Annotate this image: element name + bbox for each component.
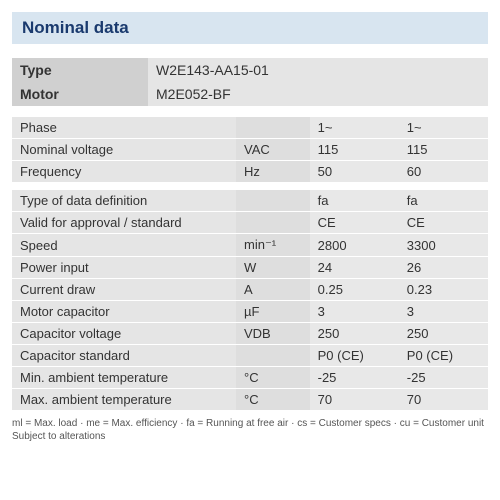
table-row: FrequencyHz5060 [12, 161, 488, 182]
value-cell: -25 [310, 367, 399, 388]
param-cell: Min. ambient temperature [12, 367, 236, 388]
value-cell: 115 [399, 139, 488, 160]
param-cell: Speed [12, 234, 236, 256]
footnote: ml = Max. load · me = Max. efficiency · … [12, 417, 488, 443]
unit-cell: W [236, 257, 310, 278]
unit-cell: µF [236, 301, 310, 322]
value-cell: CE [399, 212, 488, 233]
value-cell: 2800 [310, 234, 399, 256]
value-cell: fa [310, 190, 399, 211]
table-row: Motor capacitorµF33 [12, 301, 488, 322]
param-cell: Valid for approval / standard [12, 212, 236, 233]
param-cell: Current draw [12, 279, 236, 300]
table-row: Phase 1~1~ [12, 117, 488, 138]
header-label: Type [12, 58, 148, 82]
value-cell: 3300 [399, 234, 488, 256]
unit-cell [236, 117, 310, 138]
param-cell: Type of data definition [12, 190, 236, 211]
value-cell: 50 [310, 161, 399, 182]
unit-cell: min⁻¹ [236, 234, 310, 256]
value-cell: 115 [310, 139, 399, 160]
param-cell: Motor capacitor [12, 301, 236, 322]
table-row: Max. ambient temperature°C7070 [12, 389, 488, 410]
unit-cell: VDB [236, 323, 310, 344]
value-cell: 0.23 [399, 279, 488, 300]
unit-cell [236, 190, 310, 211]
header-label: Motor [12, 82, 148, 106]
param-cell: Power input [12, 257, 236, 278]
param-cell: Max. ambient temperature [12, 389, 236, 410]
unit-cell [236, 345, 310, 366]
value-cell: 250 [399, 323, 488, 344]
value-cell: 60 [399, 161, 488, 182]
unit-cell: VAC [236, 139, 310, 160]
table-row: Speedmin⁻¹28003300 [12, 234, 488, 256]
param-cell: Capacitor voltage [12, 323, 236, 344]
table-row: Valid for approval / standard CECE [12, 212, 488, 233]
header-value: M2E052-BF [148, 82, 488, 106]
unit-cell: °C [236, 389, 310, 410]
table-row: Capacitor standard P0 (CE)P0 (CE) [12, 345, 488, 366]
spacer-row [12, 183, 488, 189]
table-row: Current drawA0.250.23 [12, 279, 488, 300]
section-title: Nominal data [12, 12, 488, 44]
header-table: TypeW2E143-AA15-01MotorM2E052-BF [12, 58, 488, 106]
table-row: Nominal voltageVAC115115 [12, 139, 488, 160]
value-cell: 3 [399, 301, 488, 322]
data-table: Phase1~1~Nominal voltageVAC115115Frequen… [12, 116, 488, 411]
value-cell: -25 [399, 367, 488, 388]
unit-cell: °C [236, 367, 310, 388]
value-cell: 250 [310, 323, 399, 344]
value-cell: P0 (CE) [399, 345, 488, 366]
value-cell: 0.25 [310, 279, 399, 300]
header-value: W2E143-AA15-01 [148, 58, 488, 82]
value-cell: fa [399, 190, 488, 211]
value-cell: 70 [310, 389, 399, 410]
value-cell: P0 (CE) [310, 345, 399, 366]
footnote-legend: ml = Max. load · me = Max. efficiency · … [12, 418, 484, 429]
value-cell: CE [310, 212, 399, 233]
table-row: Type of data definition fafa [12, 190, 488, 211]
value-cell: 3 [310, 301, 399, 322]
footnote-disclaimer: Subject to alterations [12, 431, 105, 442]
value-cell: 1~ [310, 117, 399, 138]
header-row: TypeW2E143-AA15-01 [12, 58, 488, 82]
param-cell: Capacitor standard [12, 345, 236, 366]
unit-cell [236, 212, 310, 233]
value-cell: 24 [310, 257, 399, 278]
value-cell: 70 [399, 389, 488, 410]
param-cell: Frequency [12, 161, 236, 182]
unit-cell: Hz [236, 161, 310, 182]
value-cell: 26 [399, 257, 488, 278]
table-row: Capacitor voltageVDB250250 [12, 323, 488, 344]
table-row: Min. ambient temperature°C-25-25 [12, 367, 488, 388]
table-row: Power inputW2426 [12, 257, 488, 278]
unit-cell: A [236, 279, 310, 300]
param-cell: Phase [12, 117, 236, 138]
value-cell: 1~ [399, 117, 488, 138]
header-row: MotorM2E052-BF [12, 82, 488, 106]
param-cell: Nominal voltage [12, 139, 236, 160]
